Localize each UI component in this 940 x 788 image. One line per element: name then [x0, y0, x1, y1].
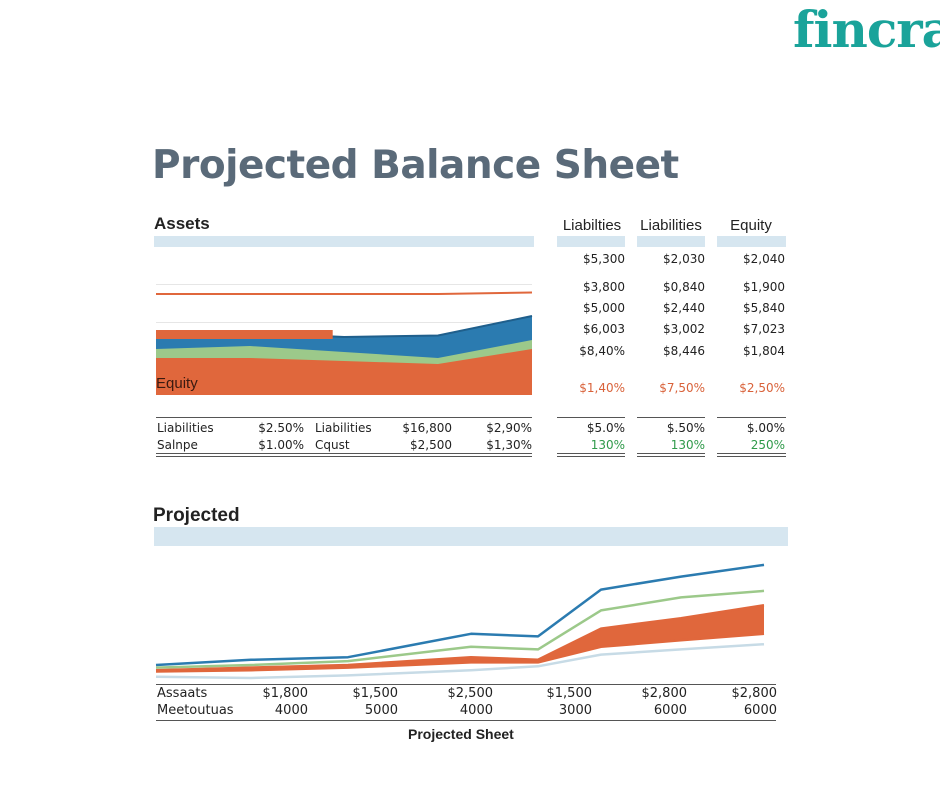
line-series-0 — [156, 291, 533, 295]
bottom-table-cell: $1,800 — [262, 686, 309, 701]
bottom-table-cell: $2,800 — [731, 686, 778, 701]
gridline — [156, 284, 532, 285]
table-cell: $2,440 — [663, 301, 705, 315]
table-cell-highlight: $7,50% — [659, 381, 705, 395]
bottom-rule-2 — [156, 720, 776, 721]
bottom-table-cell: 6000 — [653, 703, 687, 718]
row-label: Liabilities — [157, 421, 214, 435]
bottom-table-cell: $2,500 — [447, 686, 494, 701]
bottom-table-cell: 4000 — [459, 703, 493, 718]
top-chart-band — [154, 236, 534, 247]
row-label: Salnpe — [157, 438, 198, 452]
table-cell: $5.0% — [586, 421, 625, 435]
band-fill — [156, 605, 764, 672]
col-header-equity: Equity — [730, 217, 772, 234]
table-cell: $5,300 — [583, 252, 625, 266]
bottom-table-cell: $1,500 — [352, 686, 399, 701]
table-rule — [717, 417, 786, 418]
header-band — [717, 236, 786, 247]
row-value: $16,800 — [402, 421, 452, 435]
col-header-liabilities: Liabilties — [562, 217, 622, 234]
row-label: Liabilities — [315, 421, 372, 435]
bar-0 — [156, 330, 333, 339]
header-band — [637, 236, 705, 247]
top-area-chart — [155, 291, 533, 395]
bottom-table-cell: 5000 — [364, 703, 398, 718]
row-value: $2.50% — [258, 421, 304, 435]
bottom-table-cell: $2,800 — [641, 686, 688, 701]
table-cell: $0,840 — [663, 280, 705, 294]
brand-logo: fincrat — [793, 0, 940, 59]
bottom-table-cell: 3000 — [558, 703, 592, 718]
table-cell-highlight: $1,40% — [579, 381, 625, 395]
table-cell: $3,002 — [663, 322, 705, 336]
equity-overlay-label: Equity — [156, 375, 198, 392]
table-cell-highlight: $2,50% — [739, 381, 785, 395]
table-cell-growth: 130% — [590, 438, 625, 452]
bottom-chart-footer: Projected Sheet — [408, 726, 514, 742]
table-cell: $7,023 — [743, 322, 785, 336]
row-value: $1,30% — [486, 438, 532, 452]
area-series-0 — [156, 349, 532, 395]
table-cell: $.50% — [666, 421, 705, 435]
table-cell: $.00% — [746, 421, 785, 435]
table-cell: $6,003 — [583, 322, 625, 336]
line-series-1 — [155, 589, 765, 669]
page-title: Projected Balance Sheet — [152, 143, 679, 188]
table-double-rule — [637, 453, 705, 457]
row-label: Meetoutuas — [157, 703, 234, 718]
bottom-line-chart — [155, 563, 765, 680]
bottom-table-cell: 6000 — [743, 703, 777, 718]
table-cell: $8,446 — [663, 344, 705, 358]
table-rule — [637, 417, 705, 418]
table-cell: $2,030 — [663, 252, 705, 266]
gridline — [156, 322, 532, 323]
bottom-table-cell: $1,500 — [546, 686, 593, 701]
table-cell: $3,800 — [583, 280, 625, 294]
bottom-chart-band — [154, 527, 788, 546]
line-series-3 — [155, 632, 765, 673]
table-cell: $8,40% — [579, 344, 625, 358]
table-cell: $1,900 — [743, 280, 785, 294]
table-cell: $5,840 — [743, 301, 785, 315]
row-value: $2,500 — [410, 438, 452, 452]
bottom-table-cell: 4000 — [274, 703, 308, 718]
bottom-chart-title: Projected — [153, 505, 240, 526]
table-rule — [557, 417, 625, 418]
row-label: Cqust — [315, 438, 350, 452]
table-double-rule — [557, 453, 625, 457]
header-band — [557, 236, 625, 247]
top-chart-title: Assets — [154, 214, 210, 233]
table-cell: $2,040 — [743, 252, 785, 266]
bottom-rule — [156, 684, 776, 685]
table-cell-growth: 250% — [750, 438, 785, 452]
table-double-rule — [717, 453, 786, 457]
top-double-rule — [156, 453, 532, 457]
line-series-2 — [155, 603, 765, 672]
row-label: Assaats — [157, 686, 208, 701]
table-cell: $1,804 — [743, 344, 785, 358]
table-cell: $5,000 — [583, 301, 625, 315]
line-series-0 — [155, 563, 765, 667]
row-value: $1.00% — [258, 438, 304, 452]
line-series-4 — [155, 642, 765, 680]
top-rule — [156, 417, 532, 418]
row-value: $2,90% — [486, 421, 532, 435]
col-header-liabilities: Liabilities — [640, 217, 702, 234]
table-cell-growth: 130% — [670, 438, 705, 452]
